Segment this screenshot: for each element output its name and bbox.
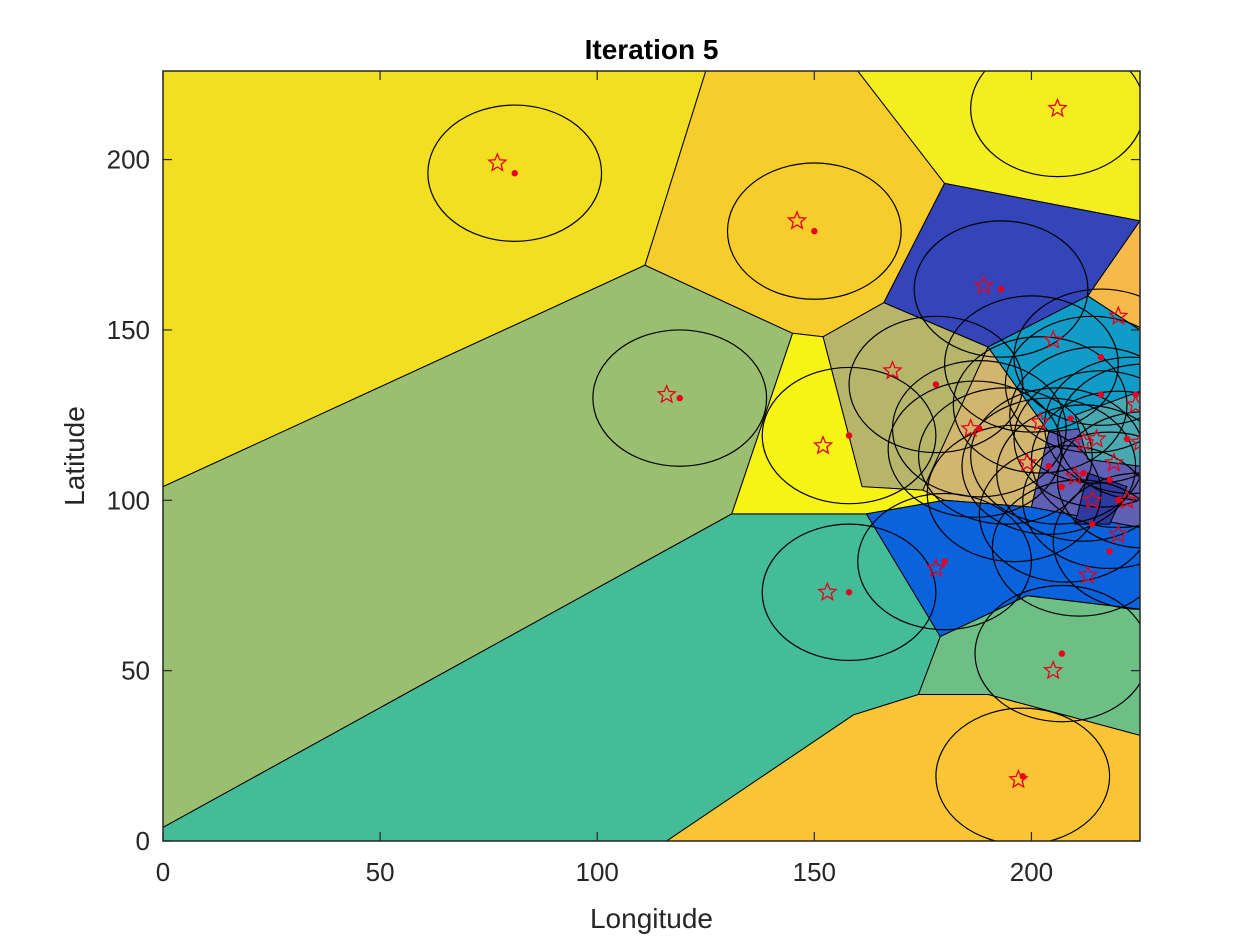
voronoi-cell <box>665 694 1140 841</box>
sensor-star <box>1082 489 1103 509</box>
centroid-dot <box>1067 415 1074 422</box>
sensor-star <box>812 435 834 455</box>
x-tick-label: 100 <box>576 857 619 887</box>
sensor-star <box>960 417 981 438</box>
x-axis-label: Longitude <box>590 903 713 934</box>
sensor-star <box>817 581 838 601</box>
sensor-star <box>1042 659 1064 680</box>
sensor-star <box>1125 394 1140 414</box>
sensor-star <box>1108 305 1129 325</box>
centroid-dots <box>511 170 1139 780</box>
plot-frame <box>162 70 1141 842</box>
y-tick-label: 100 <box>107 485 150 515</box>
sensor-star <box>1086 428 1107 448</box>
coverage-circle <box>887 380 1063 518</box>
coverage-circle <box>427 104 603 242</box>
sensor-star <box>1116 489 1138 509</box>
voronoi-cell <box>857 71 1140 222</box>
coverage-circle <box>1004 315 1140 454</box>
coverage-circle <box>970 387 1140 525</box>
coverage-circle <box>974 584 1140 723</box>
coverage-circle <box>935 707 1111 841</box>
sensor-star <box>487 152 508 172</box>
coverage-circle <box>944 295 1119 433</box>
centroid-dot <box>1097 353 1105 361</box>
y-tick-label: 0 <box>136 826 150 856</box>
coverage-circle <box>961 397 1137 535</box>
centroid-dot <box>1058 483 1066 490</box>
coverage-circle <box>761 523 937 662</box>
coverage-circle <box>726 162 902 300</box>
axis-ticks: 0 50 100 150 200 0 50 100 150 200 <box>107 71 1140 887</box>
coverage-circle <box>592 329 768 467</box>
voronoi-cells <box>163 71 1140 841</box>
coverage-circle <box>952 336 1128 474</box>
sensor-star <box>882 360 903 380</box>
sensor-star <box>1073 431 1094 452</box>
sensor-star <box>656 383 677 404</box>
coverage-circle <box>1013 288 1140 426</box>
y-tick-label: 200 <box>107 145 150 175</box>
coverage-circles <box>427 71 1140 841</box>
sensor-stars <box>487 97 1140 789</box>
sensor-star <box>1064 465 1086 486</box>
coverage-circle <box>1022 431 1140 570</box>
coverage-circle <box>857 492 1033 631</box>
centroid-dot <box>1045 463 1053 470</box>
centroid-dot <box>811 227 818 235</box>
x-tick-label: 150 <box>793 857 836 887</box>
sensor-star <box>786 210 808 230</box>
y-tick-label: 50 <box>121 656 150 686</box>
x-tick-label: 200 <box>1010 857 1053 887</box>
centroid-dot <box>932 381 940 388</box>
centroid-dot <box>1058 650 1066 657</box>
y-tick-label: 150 <box>107 315 150 345</box>
x-tick-label: 50 <box>366 857 395 887</box>
coverage-circle <box>1056 411 1140 549</box>
centroid-dot <box>941 558 948 565</box>
sensor-star <box>1077 564 1099 584</box>
coverage-circle <box>848 315 1024 454</box>
sensor-star <box>973 274 994 295</box>
centroid-dot <box>1106 476 1113 484</box>
sensor-star <box>1042 329 1064 349</box>
chart-title: Iteration 5 <box>585 34 719 65</box>
coverage-circle <box>978 445 1140 583</box>
sensor-star <box>1108 523 1129 543</box>
centroid-dot <box>511 170 518 177</box>
centroid-dot <box>1106 548 1113 555</box>
coverage-circle <box>1056 363 1140 501</box>
sensor-star <box>1029 411 1051 431</box>
sensor-star <box>1047 97 1068 118</box>
y-axis-label: Latitude <box>59 406 90 506</box>
coverage-circle <box>913 220 1089 358</box>
centroid-dot <box>1123 435 1131 443</box>
coverage-circle <box>926 424 1102 563</box>
centroid-dot <box>676 394 683 402</box>
sensor-star <box>1103 452 1125 472</box>
centroid-dot <box>1089 520 1096 528</box>
centroid-dot <box>997 285 1005 293</box>
sensor-star <box>1129 431 1140 452</box>
coverage-circle <box>1013 370 1140 508</box>
centroid-dot <box>845 432 853 439</box>
sensor-star <box>925 557 947 578</box>
sensor-star <box>1008 768 1029 789</box>
centroid-dot <box>1097 391 1105 398</box>
coverage-circle <box>761 366 937 505</box>
coverage-circle <box>970 71 1140 178</box>
sensor-star <box>1016 452 1038 472</box>
centroid-dot <box>845 589 853 596</box>
x-tick-label: 0 <box>156 857 170 887</box>
coverage-circle <box>1009 346 1140 484</box>
